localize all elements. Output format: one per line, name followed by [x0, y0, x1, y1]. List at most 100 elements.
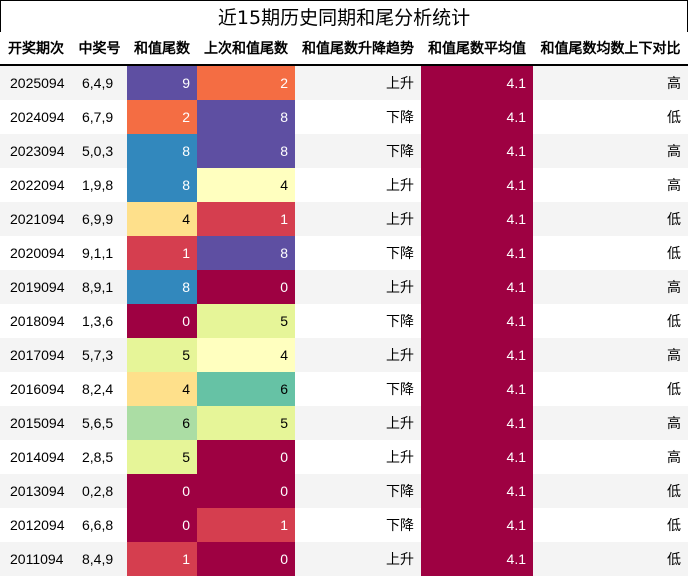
prev-tail-cell: 8 [197, 134, 295, 168]
compare-cell: 低 [533, 508, 688, 542]
avg-cell: 4.1 [421, 406, 533, 440]
table-row: 2018094 1,3,6 0 5 下降 4.1 低 [0, 304, 688, 338]
prev-tail-cell: 1 [197, 508, 295, 542]
issue-cell: 2015094 [0, 406, 72, 440]
issue-cell: 2024094 [0, 100, 72, 134]
prev-tail-cell: 8 [197, 236, 295, 270]
compare-cell: 高 [533, 406, 688, 440]
trend-cell: 下降 [295, 372, 421, 406]
table-row: 2024094 6,7,9 2 8 下降 4.1 低 [0, 100, 688, 134]
issue-cell: 2012094 [0, 508, 72, 542]
prev-tail-cell: 6 [197, 372, 295, 406]
tail-cell: 8 [127, 134, 197, 168]
prev-tail-cell: 0 [197, 542, 295, 576]
col-header-number: 中奖号 [72, 32, 127, 66]
avg-cell: 4.1 [421, 168, 533, 202]
winning-number-cell: 6,7,9 [72, 100, 127, 134]
compare-cell: 高 [533, 270, 688, 304]
tail-cell: 8 [127, 168, 197, 202]
issue-cell: 2013094 [0, 474, 72, 508]
winning-number-cell: 9,1,1 [72, 236, 127, 270]
compare-cell: 低 [533, 202, 688, 236]
avg-cell: 4.1 [421, 65, 533, 100]
trend-cell: 上升 [295, 270, 421, 304]
issue-cell: 2016094 [0, 372, 72, 406]
compare-cell: 高 [533, 440, 688, 474]
tail-cell: 6 [127, 406, 197, 440]
compare-cell: 低 [533, 100, 688, 134]
tail-cell: 0 [127, 304, 197, 338]
issue-cell: 2023094 [0, 134, 72, 168]
tail-cell: 2 [127, 100, 197, 134]
table-row: 2020094 9,1,1 1 8 下降 4.1 低 [0, 236, 688, 270]
table-row: 2023094 5,0,3 8 8 下降 4.1 高 [0, 134, 688, 168]
avg-cell: 4.1 [421, 304, 533, 338]
trend-cell: 上升 [295, 542, 421, 576]
trend-cell: 上升 [295, 202, 421, 236]
table-row: 2025094 6,4,9 9 2 上升 4.1 高 [0, 65, 688, 100]
col-header-compare: 和值尾数均数上下对比 [533, 32, 688, 66]
avg-cell: 4.1 [421, 542, 533, 576]
winning-number-cell: 1,9,8 [72, 168, 127, 202]
table-row: 2012094 6,6,8 0 1 下降 4.1 低 [0, 508, 688, 542]
avg-cell: 4.1 [421, 202, 533, 236]
avg-cell: 4.1 [421, 508, 533, 542]
tail-cell: 0 [127, 508, 197, 542]
table-row: 2016094 8,2,4 4 6 下降 4.1 低 [0, 372, 688, 406]
tail-cell: 1 [127, 236, 197, 270]
issue-cell: 2020094 [0, 236, 72, 270]
winning-number-cell: 0,2,8 [72, 474, 127, 508]
avg-cell: 4.1 [421, 270, 533, 304]
compare-cell: 高 [533, 168, 688, 202]
tail-cell: 5 [127, 440, 197, 474]
table-row: 2022094 1,9,8 8 4 上升 4.1 高 [0, 168, 688, 202]
table-row: 2017094 5,7,3 5 4 上升 4.1 高 [0, 338, 688, 372]
winning-number-cell: 5,7,3 [72, 338, 127, 372]
tail-cell: 1 [127, 542, 197, 576]
winning-number-cell: 5,6,5 [72, 406, 127, 440]
trend-cell: 下降 [295, 134, 421, 168]
issue-cell: 2025094 [0, 65, 72, 100]
table-row: 2013094 0,2,8 0 0 下降 4.1 低 [0, 474, 688, 508]
issue-cell: 2014094 [0, 440, 72, 474]
compare-cell: 低 [533, 542, 688, 576]
winning-number-cell: 6,9,9 [72, 202, 127, 236]
prev-tail-cell: 2 [197, 65, 295, 100]
tail-cell: 0 [127, 474, 197, 508]
compare-cell: 高 [533, 65, 688, 100]
col-header-issue: 开奖期次 [0, 32, 72, 66]
trend-cell: 上升 [295, 168, 421, 202]
table-row: 2015094 5,6,5 6 5 上升 4.1 高 [0, 406, 688, 440]
compare-cell: 低 [533, 304, 688, 338]
trend-cell: 下降 [295, 100, 421, 134]
avg-cell: 4.1 [421, 338, 533, 372]
winning-number-cell: 8,9,1 [72, 270, 127, 304]
table-row: 2021094 6,9,9 4 1 上升 4.1 低 [0, 202, 688, 236]
col-header-avg: 和值尾数平均值 [421, 32, 533, 66]
trend-cell: 下降 [295, 474, 421, 508]
trend-cell: 上升 [295, 440, 421, 474]
prev-tail-cell: 5 [197, 304, 295, 338]
winning-number-cell: 8,4,9 [72, 542, 127, 576]
trend-cell: 下降 [295, 236, 421, 270]
avg-cell: 4.1 [421, 440, 533, 474]
trend-cell: 下降 [295, 508, 421, 542]
issue-cell: 2019094 [0, 270, 72, 304]
issue-cell: 2022094 [0, 168, 72, 202]
trend-cell: 上升 [295, 406, 421, 440]
prev-tail-cell: 1 [197, 202, 295, 236]
header-row: 开奖期次 中奖号 和值尾数 上次和值尾数 和值尾数升降趋势 和值尾数平均值 和值… [0, 32, 688, 66]
avg-cell: 4.1 [421, 236, 533, 270]
tail-cell: 9 [127, 65, 197, 100]
winning-number-cell: 6,6,8 [72, 508, 127, 542]
avg-cell: 4.1 [421, 100, 533, 134]
stats-table: 开奖期次 中奖号 和值尾数 上次和值尾数 和值尾数升降趋势 和值尾数平均值 和值… [0, 32, 688, 576]
col-header-trend: 和值尾数升降趋势 [295, 32, 421, 66]
avg-cell: 4.1 [421, 474, 533, 508]
tail-cell: 5 [127, 338, 197, 372]
compare-cell: 低 [533, 236, 688, 270]
prev-tail-cell: 4 [197, 168, 295, 202]
prev-tail-cell: 0 [197, 270, 295, 304]
winning-number-cell: 2,8,5 [72, 440, 127, 474]
tail-cell: 4 [127, 372, 197, 406]
